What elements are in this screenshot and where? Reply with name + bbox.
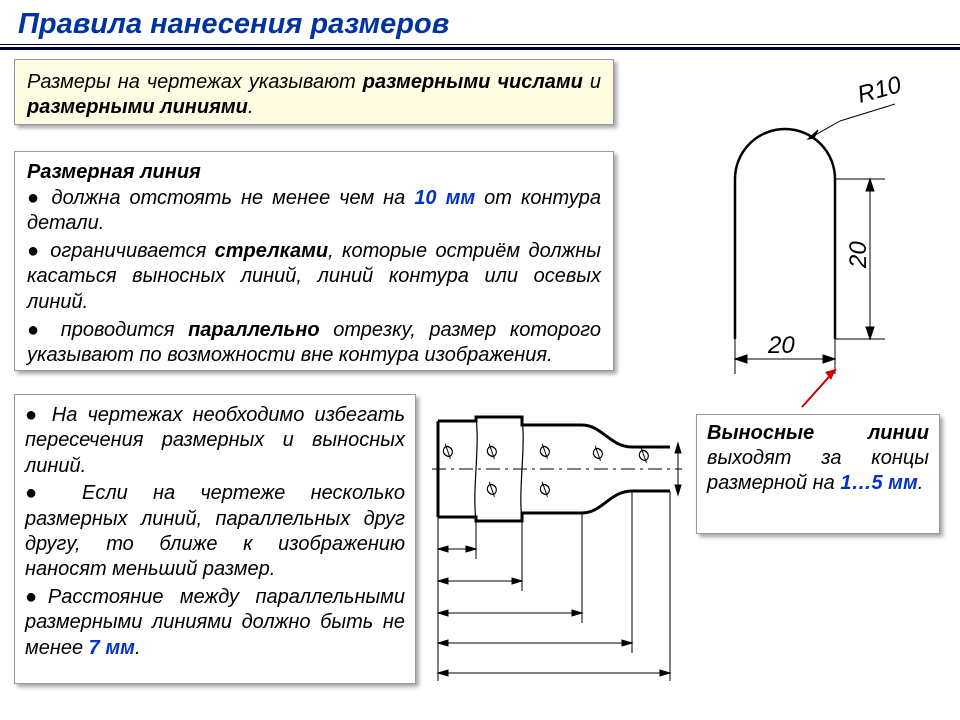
pointer-arrow [802, 369, 836, 407]
diagram-mid-svg: Ø Ø Ø Ø Ø Ø Ø [432, 399, 688, 689]
svg-text:Ø: Ø [588, 444, 609, 464]
dimline-panel: Размерная линия ● должна отстоять не мен… [14, 151, 614, 371]
rules-b1: ● На чертежах необходимо избегать пересе… [25, 403, 405, 479]
intro-t5: . [248, 96, 254, 118]
height-label: 20 [845, 241, 872, 269]
intro-t4: размерными линиями [27, 96, 248, 118]
dimline-b1a: ● должна отстоять не менее чем на [27, 187, 414, 209]
svg-text:Ø: Ø [634, 446, 655, 466]
ext-t3: 1…5 мм [840, 472, 917, 494]
intro-t1: Размеры на чертежах указывают [27, 71, 363, 93]
radius-label: R10 [855, 71, 905, 109]
svg-text:Ø: Ø [482, 442, 503, 462]
svg-text:Ø: Ø [535, 442, 556, 462]
dim-lines [438, 546, 670, 676]
intro-panel: Размеры на чертежах указывают размерными… [14, 59, 614, 125]
svg-text:Ø: Ø [438, 442, 459, 462]
rules-b2: ● Если на чертеже несколько размерных ли… [25, 481, 405, 583]
rules-b3c: . [135, 637, 141, 659]
intro-t3: и [583, 71, 601, 93]
radius-leader [808, 104, 895, 139]
title-rule [0, 47, 960, 49]
diagram-top-svg: R10 20 20 [690, 59, 945, 409]
part-outline [735, 129, 835, 339]
diagram-mid: Ø Ø Ø Ø Ø Ø Ø [432, 399, 688, 689]
diagram-top: R10 20 20 [690, 59, 945, 409]
rules-b3a: ●Расстояние между параллельными размерны… [25, 586, 405, 659]
rules-b3b: 7 мм [89, 637, 135, 659]
dimline-b2b: стрелками [215, 240, 328, 262]
dimline-heading: Размерная линия [27, 160, 601, 186]
svg-text:Ø: Ø [482, 480, 503, 500]
rules-panel: ● На чертежах необходимо избегать пересе… [14, 394, 416, 684]
svg-text:Ø: Ø [535, 480, 556, 500]
dimline-b3a: ● проводится [27, 319, 188, 341]
ext-t4: . [918, 472, 924, 494]
width-label: 20 [767, 332, 795, 359]
ext-lines [438, 491, 670, 681]
dimline-b1b: 10 мм [414, 187, 475, 209]
ext-t1: Выносные линии [707, 422, 929, 444]
dimline-b3b: параллельно [188, 319, 320, 341]
dimline-b2a: ● ограничивается [27, 240, 215, 262]
page-title: Правила нанесения размеров [0, 0, 960, 45]
intro-t2: размерными числами [363, 71, 583, 93]
ext-panel: Выносные линии выходят за концы размерно… [696, 414, 940, 534]
